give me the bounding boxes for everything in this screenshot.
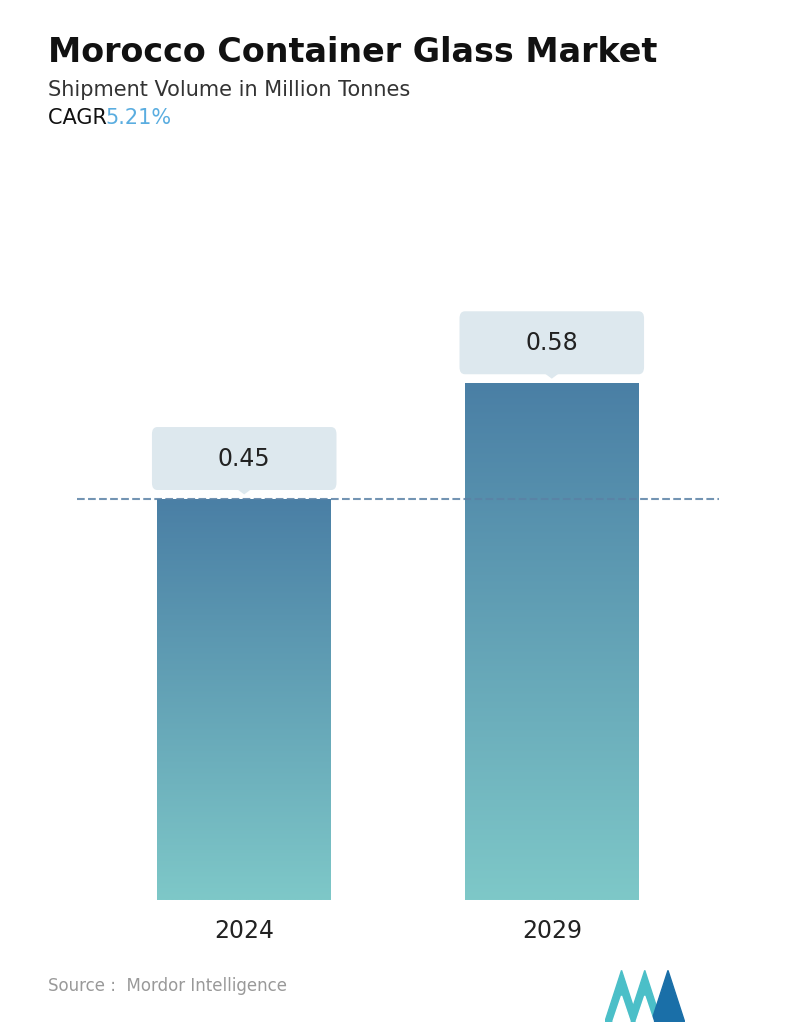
Text: 0.58: 0.58 xyxy=(525,331,578,355)
Polygon shape xyxy=(636,996,654,1022)
Text: Source :  Mordor Intelligence: Source : Mordor Intelligence xyxy=(48,977,287,995)
Text: 0.45: 0.45 xyxy=(218,447,271,470)
Text: CAGR: CAGR xyxy=(48,108,113,127)
Polygon shape xyxy=(537,367,568,378)
Text: Shipment Volume in Million Tonnes: Shipment Volume in Million Tonnes xyxy=(48,80,410,99)
Text: Morocco Container Glass Market: Morocco Container Glass Market xyxy=(48,36,657,69)
Polygon shape xyxy=(228,483,259,494)
Polygon shape xyxy=(628,970,661,1022)
Polygon shape xyxy=(613,996,630,1022)
FancyBboxPatch shape xyxy=(152,427,337,490)
Text: 5.21%: 5.21% xyxy=(105,108,171,127)
Polygon shape xyxy=(651,970,685,1022)
FancyBboxPatch shape xyxy=(459,311,644,374)
Polygon shape xyxy=(605,970,638,1022)
